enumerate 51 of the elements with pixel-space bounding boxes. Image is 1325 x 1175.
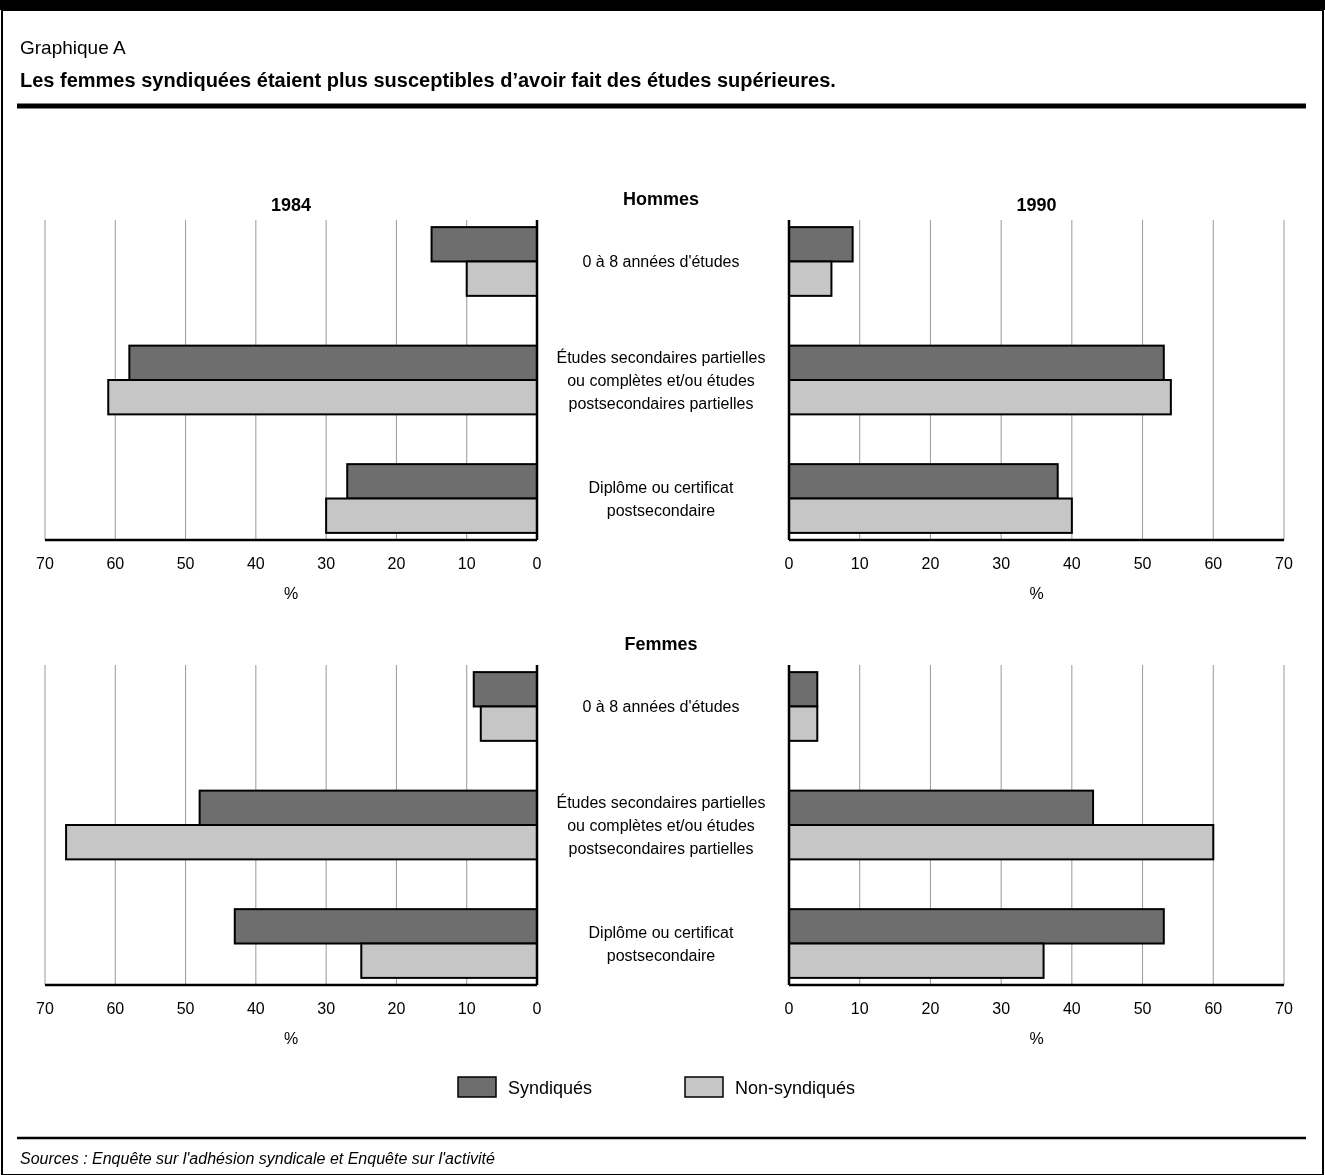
y-tick-label: 0 à 8 années d'études (582, 698, 740, 716)
x-tick-label: 40 (246, 555, 265, 572)
x-axis-title: % (1029, 585, 1044, 602)
x-tick-label: 0 (532, 1000, 542, 1017)
x-tick-label: 50 (176, 1000, 195, 1017)
x-tick-label: 70 (36, 555, 54, 572)
x-tick-label: 0 (784, 555, 794, 572)
x-tick-label: 40 (1062, 555, 1081, 572)
text: Hommes (622, 189, 700, 209)
text: Graphique A (20, 37, 126, 58)
x-tick-label: 50 (1133, 1000, 1152, 1017)
x-tick-label: 70 (1275, 1000, 1293, 1017)
x-tick-label: 60 (1204, 1000, 1223, 1017)
y-tick-label: Diplôme ou certificat postsecondaire (588, 924, 735, 965)
x-tick-label: 40 (246, 1000, 265, 1017)
x-tick-label: 60 (106, 555, 125, 572)
x-tick-label: 60 (106, 1000, 125, 1017)
x-tick-label: 10 (457, 555, 476, 572)
text: Femmes (624, 634, 698, 654)
x-tick-label: 30 (992, 555, 1011, 572)
x-tick-label: 40 (1062, 1000, 1081, 1017)
x-tick-label: 0 (784, 1000, 794, 1017)
y-tick-label: Études secondaires partielles ou complètes et/ou études postsecondaires partielles (556, 793, 766, 857)
x-tick-label: 20 (921, 1000, 940, 1017)
x-tick-label: 50 (176, 555, 195, 572)
x-tick-label: 10 (457, 1000, 476, 1017)
x-tick-label: 20 (921, 555, 940, 572)
chart-title: 1990 (1016, 195, 1057, 215)
x-axis-title: % (1029, 1030, 1044, 1047)
x-tick-label: 20 (387, 1000, 406, 1017)
x-tick-label: 30 (317, 555, 336, 572)
x-tick-label: 10 (850, 555, 869, 572)
x-tick-label: 20 (387, 555, 406, 572)
y-tick-label: Études secondaires partielles ou complètes et/ou études postsecondaires partielles (556, 348, 766, 412)
legend-label: Syndiqués (508, 1078, 593, 1098)
x-tick-label: 50 (1133, 555, 1152, 572)
x-tick-label: 30 (992, 1000, 1011, 1017)
x-tick-label: 70 (1275, 555, 1293, 572)
x-tick-label: 70 (36, 1000, 54, 1017)
x-axis-title: % (283, 1030, 299, 1047)
chart-title: 1984 (270, 195, 312, 215)
x-tick-label: 60 (1204, 555, 1223, 572)
x-axis-title: % (283, 585, 299, 602)
x-tick-label: 10 (850, 1000, 869, 1017)
text: Les femmes syndiquées étaient plus susceptibles d’avoir fait des études supérieures. (20, 69, 836, 91)
source-note: Sources : Enquête sur l'adhésion syndicale et Enquête sur l'activité (20, 1150, 495, 1167)
y-tick-label: Diplôme ou certificat postsecondaire (588, 479, 735, 520)
y-tick-label: 0 à 8 années d'études (582, 253, 740, 271)
legend-label: Non-syndiqués (735, 1078, 856, 1098)
x-tick-label: 0 (532, 555, 542, 572)
x-tick-label: 30 (317, 1000, 336, 1017)
